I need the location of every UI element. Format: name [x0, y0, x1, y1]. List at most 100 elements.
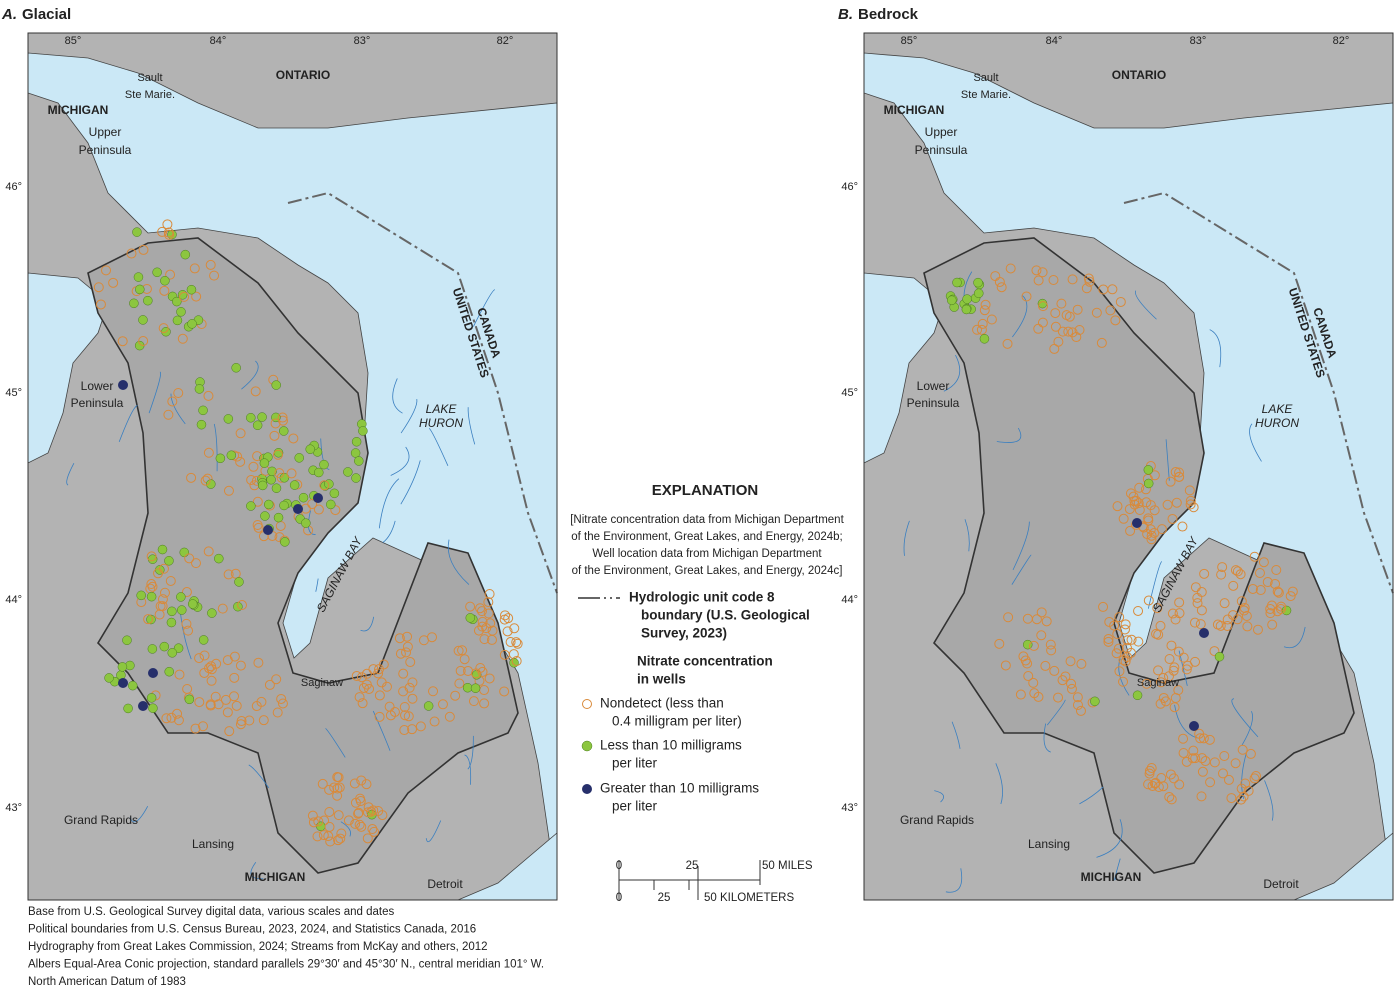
well-less-than-10	[148, 703, 158, 713]
well-nondetect	[1236, 783, 1247, 794]
well-nondetect	[1236, 794, 1247, 805]
well-nondetect	[199, 650, 210, 661]
scale-label: 0	[616, 892, 622, 904]
stream	[1043, 723, 1051, 753]
well-nondetect	[1112, 629, 1123, 640]
well-nondetect	[258, 715, 269, 726]
well-nondetect	[324, 806, 335, 817]
well-less-than-10	[973, 277, 983, 288]
well-less-than-10	[294, 453, 304, 463]
place-label: Peninsula	[907, 396, 960, 410]
well-nondetect	[354, 819, 365, 830]
well-nondetect	[1195, 733, 1206, 744]
well-less-than-10	[329, 488, 340, 499]
place-label: Upper	[89, 125, 122, 139]
well-nondetect	[1038, 301, 1049, 312]
well-nondetect	[1165, 476, 1176, 487]
well-nondetect	[1143, 513, 1154, 524]
well-less-than-10	[122, 635, 132, 646]
well-nondetect	[343, 815, 354, 826]
well-nondetect	[499, 649, 510, 660]
water	[863, 272, 945, 464]
well-nondetect	[332, 772, 343, 783]
well-nondetect	[1185, 499, 1196, 510]
well-nondetect	[1219, 598, 1230, 609]
scale-label: 25	[686, 860, 699, 872]
longitude-label: 85°	[65, 35, 82, 47]
latitude-label: 45°	[5, 387, 22, 399]
well-nondetect	[356, 821, 367, 832]
well-nondetect	[271, 674, 282, 685]
well-greater-than-10	[118, 678, 128, 688]
well-nondetect	[286, 468, 297, 479]
well-nondetect	[1194, 728, 1205, 739]
well-less-than-10	[470, 683, 481, 693]
credit-line: Albers Equal-Area Conic projection, stan…	[28, 959, 544, 971]
well-nondetect	[186, 472, 197, 483]
well-less-than-10	[257, 412, 267, 422]
stream	[400, 460, 421, 505]
well-nondetect	[398, 686, 409, 697]
well-greater-than-10	[148, 668, 158, 678]
map-frame	[863, 32, 1394, 901]
well-nondetect	[1118, 676, 1129, 687]
well-less-than-10	[278, 426, 289, 436]
stream	[392, 378, 403, 414]
well-nondetect	[415, 721, 426, 732]
well-nondetect	[211, 658, 222, 669]
well-nondetect	[1237, 744, 1248, 755]
stream	[1283, 626, 1306, 649]
well-less-than-10	[176, 307, 186, 317]
well-less-than-10	[263, 499, 274, 510]
well-nondetect	[317, 778, 328, 789]
well-less-than-10	[343, 467, 353, 477]
well-nondetect	[1036, 630, 1047, 641]
well-nondetect	[1160, 696, 1171, 707]
well-nondetect	[223, 485, 234, 496]
longitude-label: 82°	[1333, 35, 1350, 47]
well-nondetect	[205, 699, 216, 710]
well-nondetect	[1236, 596, 1247, 607]
well-nondetect	[205, 259, 216, 270]
well-less-than-10	[104, 673, 114, 683]
well-less-than-10	[172, 315, 183, 326]
well-nondetect	[1103, 636, 1114, 647]
well-nondetect	[1107, 284, 1118, 295]
well-nondetect	[335, 833, 346, 844]
well-nondetect	[1067, 327, 1078, 338]
well-nondetect	[1002, 338, 1013, 349]
well-nondetect	[269, 430, 280, 441]
well-nondetect	[1167, 608, 1178, 619]
well-nondetect	[1235, 569, 1246, 580]
well-nondetect	[1177, 521, 1188, 532]
well-less-than-10	[180, 249, 191, 260]
well-less-than-10	[179, 547, 190, 558]
well-nondetect	[444, 711, 455, 722]
well-nondetect	[1015, 689, 1026, 700]
well-nondetect	[979, 305, 990, 316]
well-less-than-10	[314, 467, 324, 478]
stream	[447, 539, 470, 585]
well-nondetect	[1162, 499, 1173, 510]
well-nondetect	[1125, 525, 1136, 536]
well-nondetect	[369, 826, 380, 837]
well-greater-than-10	[313, 493, 323, 503]
well-nondetect	[181, 587, 192, 598]
well-nondetect	[1195, 619, 1206, 630]
legend-text: 0.4 milligram per liter)	[612, 714, 742, 729]
well-nondetect	[95, 299, 106, 310]
well-nondetect	[270, 418, 281, 429]
stream	[903, 520, 910, 556]
well-nondetect	[1252, 624, 1263, 635]
well-nondetect	[1196, 587, 1207, 598]
stream	[943, 354, 961, 392]
well-nondetect	[350, 818, 361, 829]
well-nondetect	[1181, 664, 1192, 675]
stream	[934, 790, 945, 803]
well-nondetect	[1265, 608, 1276, 619]
well-less-than-10	[214, 553, 224, 564]
well-nondetect	[403, 711, 414, 722]
well-nondetect	[1028, 640, 1039, 651]
well-nondetect	[1178, 652, 1189, 663]
scale-label: 50 MILES	[762, 860, 813, 872]
